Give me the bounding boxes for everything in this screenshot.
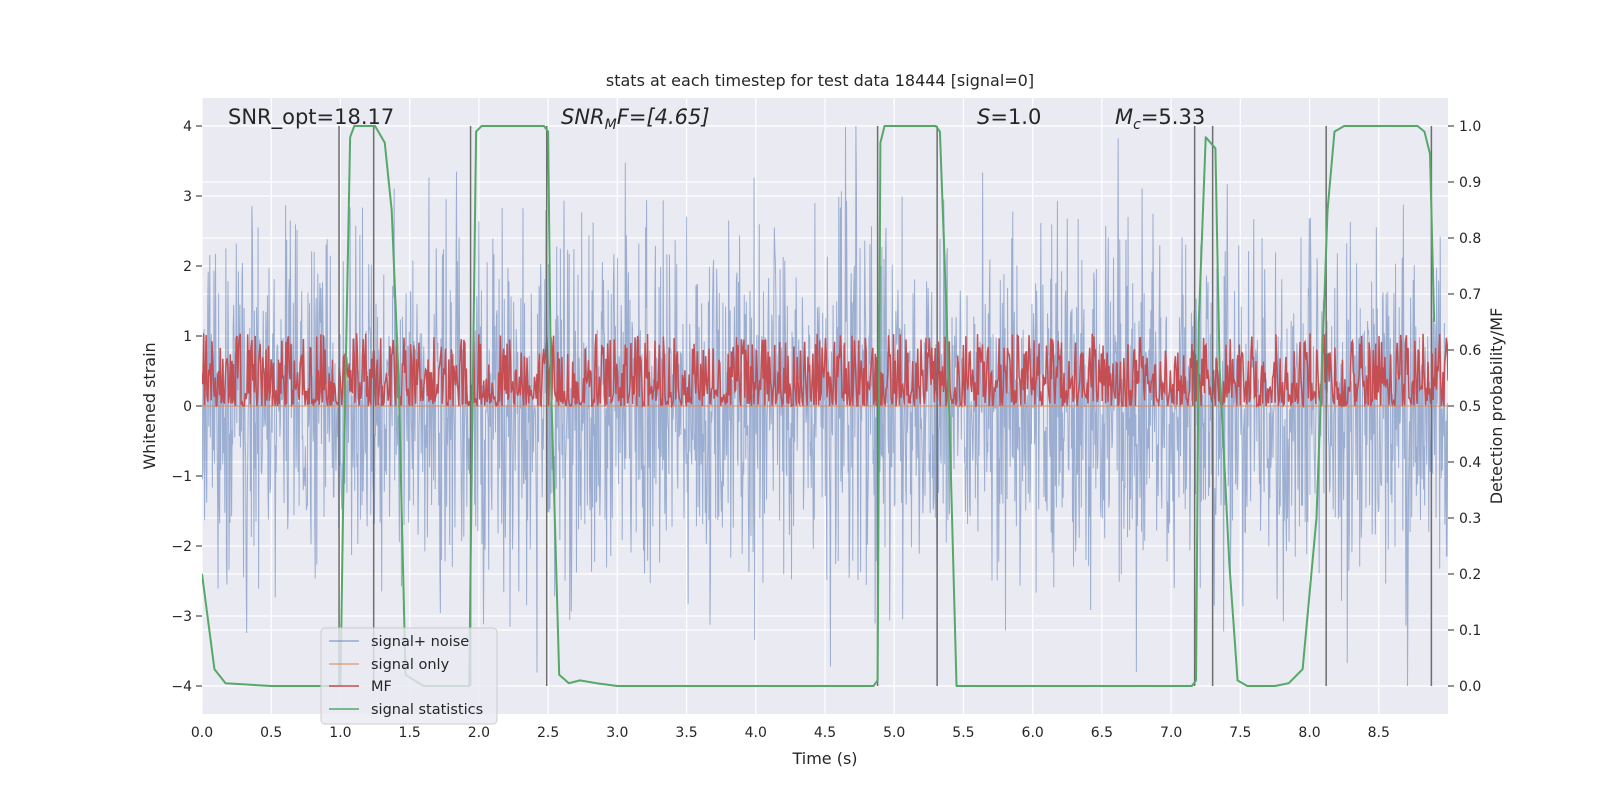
signal-statistics-line — [202, 125, 1436, 687]
y-right-tick-label: 0.2 — [1459, 567, 1481, 583]
annotation-snr-mf-rest: F=[4.65] — [617, 105, 710, 129]
x-tick-label: 3.5 — [675, 725, 697, 741]
y-right-tick-label: 0.8 — [1459, 231, 1481, 247]
y-axis-left-ticks: 4 3 2 1 0 −1 −2 −3 −4 — [171, 119, 202, 695]
annotations: SNR_opt=18.17 SNRMF=[4.65] S=1.0 Mc=5.33 — [228, 105, 1205, 133]
x-tick-label: 7.0 — [1160, 725, 1182, 741]
legend-box — [320, 627, 498, 725]
x-tick-label: 6.0 — [1022, 725, 1044, 741]
annotation-mc: Mc=5.33 — [1115, 105, 1205, 133]
y-right-tick-label: 0.1 — [1459, 623, 1481, 639]
y-right-tick-label: 0.4 — [1459, 455, 1481, 471]
x-axis-ticks: 0.0 0.5 1.0 1.5 2.0 2.5 3.0 3.5 4.0 4.5 5.0 5.5 6.0 6… — [191, 725, 1390, 741]
y-left-tick-label: 3 — [183, 189, 192, 205]
x-tick-label: 1.5 — [399, 725, 421, 741]
y-axis-left-label: Whitened strain — [140, 342, 159, 469]
y-left-tick-label: −2 — [171, 539, 192, 555]
y-axis-right-ticks: 1.0 0.9 0.8 0.7 0.6 0.5 0.4 0.3 0.2 0.1 0.0 — [1448, 119, 1481, 695]
y-right-tick-label: 0.6 — [1459, 343, 1481, 359]
series-signal-statistics — [202, 125, 1436, 687]
x-tick-label: 6.5 — [1091, 725, 1113, 741]
chart-title: stats at each timestep for test data 184… — [606, 71, 1034, 90]
annotation-mc-rest: =5.33 — [1141, 105, 1205, 129]
x-tick-label: 2.0 — [468, 725, 490, 741]
y-right-tick-label: 0.5 — [1459, 399, 1481, 415]
x-tick-label: 5.5 — [952, 725, 974, 741]
x-tick-label: 4.0 — [745, 725, 767, 741]
annotation-mc-main: M — [1115, 105, 1133, 129]
legend: signal+ noise signal only MF signal stat… — [320, 627, 498, 725]
legend-label-signal-noise: signal+ noise — [371, 634, 469, 650]
y-left-tick-label: −1 — [171, 469, 192, 485]
legend-label-signal-statistics: signal statistics — [371, 702, 483, 718]
annotation-snr-mf-sub: M — [605, 117, 617, 133]
annotation-s-main: S — [977, 105, 990, 129]
annotation-mc-sub: c — [1133, 117, 1141, 133]
x-tick-label: 8.0 — [1298, 725, 1320, 741]
x-tick-label: 3.0 — [606, 725, 628, 741]
x-tick-label: 2.5 — [537, 725, 559, 741]
series-mf — [202, 333, 1448, 409]
x-axis-label: Time (s) — [791, 749, 857, 768]
x-tick-label: 1.0 — [329, 725, 351, 741]
x-tick-label: 5.0 — [883, 725, 905, 741]
annotation-s: S=1.0 — [977, 105, 1041, 129]
x-tick-label: 0.5 — [260, 725, 282, 741]
y-left-tick-label: 1 — [183, 329, 192, 345]
annotation-snr-mf: SNRMF=[4.65] — [561, 105, 710, 133]
y-left-tick-label: −4 — [171, 679, 192, 695]
y-right-tick-label: 0.0 — [1459, 679, 1481, 695]
y-left-tick-label: 0 — [183, 399, 192, 415]
x-tick-label: 8.5 — [1368, 725, 1390, 741]
annotation-snr-mf-main: SNR — [561, 105, 605, 129]
x-tick-label: 7.5 — [1229, 725, 1251, 741]
legend-label-mf: MF — [371, 679, 392, 695]
y-left-tick-label: 2 — [183, 259, 192, 275]
y-axis-right-label: Detection probability/MF — [1487, 308, 1506, 505]
y-right-tick-label: 1.0 — [1459, 119, 1481, 135]
y-right-tick-label: 0.3 — [1459, 511, 1481, 527]
y-right-tick-label: 0.7 — [1459, 287, 1481, 303]
mf-line — [202, 333, 1448, 409]
x-tick-label: 0.0 — [191, 725, 213, 741]
y-left-tick-label: 4 — [183, 119, 192, 135]
annotation-s-rest: =1.0 — [990, 105, 1041, 129]
legend-label-signal-only: signal only — [371, 657, 450, 673]
annotation-snr-opt: SNR_opt=18.17 — [228, 105, 394, 130]
x-tick-label: 4.5 — [814, 725, 836, 741]
y-right-tick-label: 0.9 — [1459, 175, 1481, 191]
y-left-tick-label: −3 — [171, 609, 192, 625]
